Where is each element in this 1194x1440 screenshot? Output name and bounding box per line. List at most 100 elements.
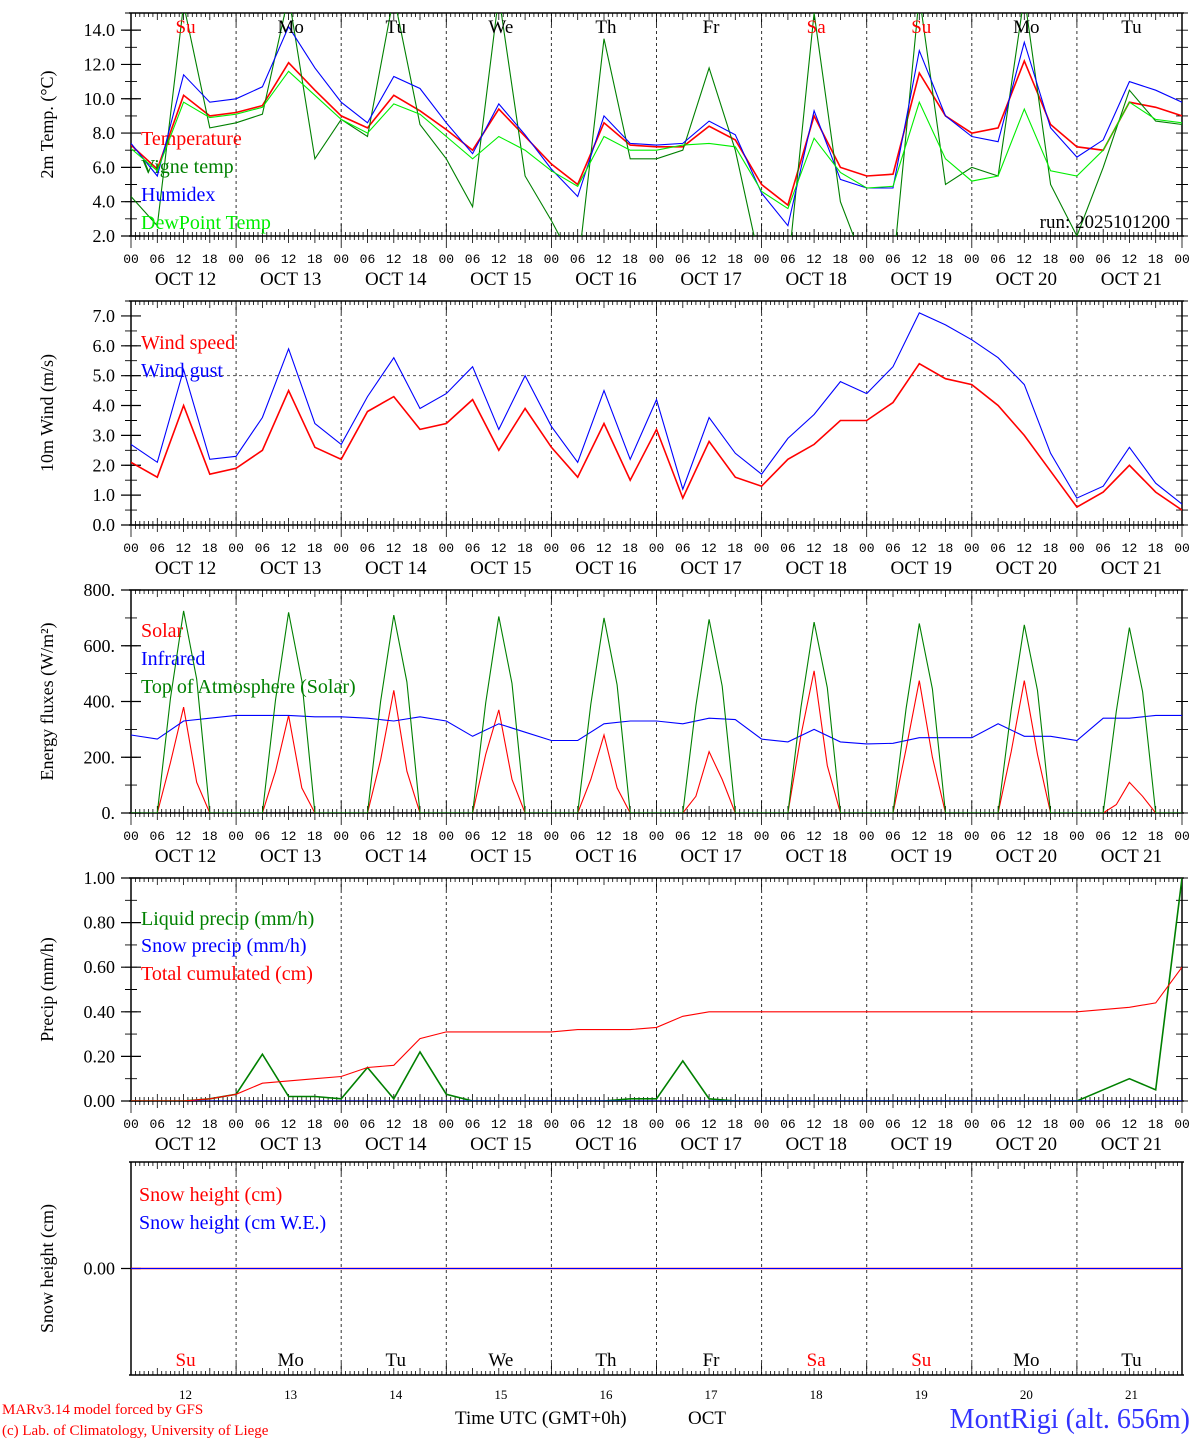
- x-date-label: OCT 14: [365, 846, 427, 867]
- legend-entry: Infrared: [141, 648, 205, 670]
- x-hour-label: 12: [596, 1117, 612, 1132]
- x-hour-label: 18: [1148, 1117, 1164, 1132]
- x-date-label: OCT 16: [575, 269, 636, 290]
- y-tick-label: 200.: [84, 747, 116, 767]
- x-hour-label: 12: [386, 252, 402, 267]
- x-hour-label: 12: [491, 252, 507, 267]
- y-axis-title: Snow height (cm): [37, 1204, 58, 1333]
- x-hour-label: 06: [1095, 541, 1111, 556]
- x-hour-label: 12: [911, 541, 927, 556]
- y-tick-label: 600.: [84, 636, 116, 656]
- x-date-label: OCT 18: [785, 846, 846, 867]
- x-hour-label: 18: [517, 252, 533, 267]
- x-hour-label: 00: [438, 541, 454, 556]
- x-hour-label: 06: [675, 1117, 691, 1132]
- x-hour-label: 06: [465, 829, 481, 844]
- weekday-label: Fr: [703, 1350, 721, 1371]
- x-hour-label: 18: [412, 1117, 428, 1132]
- x-date-label: OCT 21: [1101, 558, 1162, 579]
- x-hour-label: 12: [596, 829, 612, 844]
- y-tick-label: 14.0: [84, 20, 116, 40]
- x-hour-label: 12: [1017, 829, 1033, 844]
- x-hour-label: 00: [228, 829, 244, 844]
- x-hour-label: 18: [938, 252, 954, 267]
- x-date-label: OCT 21: [1101, 846, 1162, 867]
- x-hour-label: 00: [438, 1117, 454, 1132]
- x-date-label: OCT 15: [470, 1134, 531, 1155]
- legend-entry: Humidex: [141, 184, 215, 206]
- x-date-label: OCT 17: [680, 1134, 741, 1155]
- day-number-label: 17: [705, 1387, 719, 1402]
- x-hour-label: 00: [228, 541, 244, 556]
- x-hour-label: 06: [360, 252, 376, 267]
- x-date-label: OCT 17: [680, 558, 741, 579]
- x-hour-label: 06: [149, 541, 165, 556]
- weekday-label: Mo: [277, 1350, 303, 1371]
- x-hour-label: 06: [149, 1117, 165, 1132]
- x-hour-label: 00: [859, 541, 875, 556]
- x-hour-label: 00: [228, 252, 244, 267]
- x-hour-label: 12: [176, 829, 192, 844]
- x-hour-label: 12: [281, 252, 297, 267]
- x-hour-label: 06: [255, 541, 271, 556]
- x-hour-label: 12: [1122, 829, 1138, 844]
- x-hour-label: 12: [1122, 1117, 1138, 1132]
- x-hour-label: 06: [570, 1117, 586, 1132]
- day-number-label: 20: [1020, 1387, 1033, 1402]
- x-hour-label: 12: [281, 1117, 297, 1132]
- panel-4: 0.00 0.20 0.40 0.60 0.80 1.00 Precip (mm/h) Liq…: [37, 868, 1190, 1155]
- y-tick-label: 12.0: [84, 54, 116, 74]
- x-hour-label: 18: [728, 252, 744, 267]
- x-hour-label: 06: [360, 1117, 376, 1132]
- x-hour-label: 06: [885, 252, 901, 267]
- x-hour-label: 18: [412, 252, 428, 267]
- x-hour-label: 06: [360, 541, 376, 556]
- x-hour-label: 06: [255, 1117, 271, 1132]
- x-hour-label: 00: [649, 829, 665, 844]
- x-date-label: OCT 20: [996, 846, 1057, 867]
- panel-2: 0.0 1.0 2.0 3.0 4.0 5.0 6.0 7.0 10m Wind (m/s) Wi…: [37, 300, 1190, 579]
- x-hour-label: 12: [1017, 1117, 1033, 1132]
- x-date-label: OCT 17: [680, 269, 741, 290]
- x-minor-ticks: [130, 590, 1183, 825]
- x-date-label: OCT 18: [785, 1134, 846, 1155]
- y-tick-label: 0.60: [84, 957, 116, 977]
- x-hour-label: 18: [517, 829, 533, 844]
- x-hour-label: 18: [307, 829, 323, 844]
- day-number-label: 16: [599, 1387, 613, 1402]
- x-hour-label: 12: [281, 829, 297, 844]
- x-date-label: OCT 16: [575, 558, 636, 579]
- weekday-label: Su: [176, 17, 197, 38]
- x-date-label: OCT 16: [575, 846, 636, 867]
- x-hour-label: 12: [911, 829, 927, 844]
- day-number-label: 18: [810, 1387, 823, 1402]
- x-hour-label: 00: [123, 541, 139, 556]
- x-hour-label: 06: [255, 252, 271, 267]
- x-date-label: OCT 17: [680, 846, 741, 867]
- x-hour-label: 18: [1148, 541, 1164, 556]
- x-hour-label: 00: [859, 829, 875, 844]
- x-hour-label: 18: [938, 829, 954, 844]
- x-hour-label: 00: [1174, 252, 1190, 267]
- x-axis-month: OCT: [688, 1408, 726, 1429]
- x-date-label: OCT 13: [260, 269, 321, 290]
- legend-entry: Liquid precip (mm/h): [141, 908, 314, 930]
- x-hour-label: 06: [1095, 252, 1111, 267]
- weekday-label: Th: [595, 1350, 617, 1371]
- legend-entry: Snow height (cm): [139, 1184, 282, 1206]
- weekday-label: We: [488, 1350, 513, 1371]
- x-hour-label: 12: [386, 541, 402, 556]
- x-hour-label: 00: [123, 829, 139, 844]
- x-date-label: OCT 13: [260, 558, 321, 579]
- x-date-label: OCT 19: [891, 846, 952, 867]
- x-hour-label: 12: [911, 1117, 927, 1132]
- x-minor-ticks: [130, 13, 1183, 248]
- legend-entry: Wind speed: [141, 332, 235, 354]
- weekday-label: Tu: [386, 1350, 407, 1371]
- x-hour-label: 00: [754, 829, 770, 844]
- x-hour-label: 18: [1148, 252, 1164, 267]
- x-hour-label: 12: [806, 1117, 822, 1132]
- x-hour-label: 00: [438, 252, 454, 267]
- x-hour-label: 18: [1148, 829, 1164, 844]
- series-line-infrared: [131, 714, 1182, 745]
